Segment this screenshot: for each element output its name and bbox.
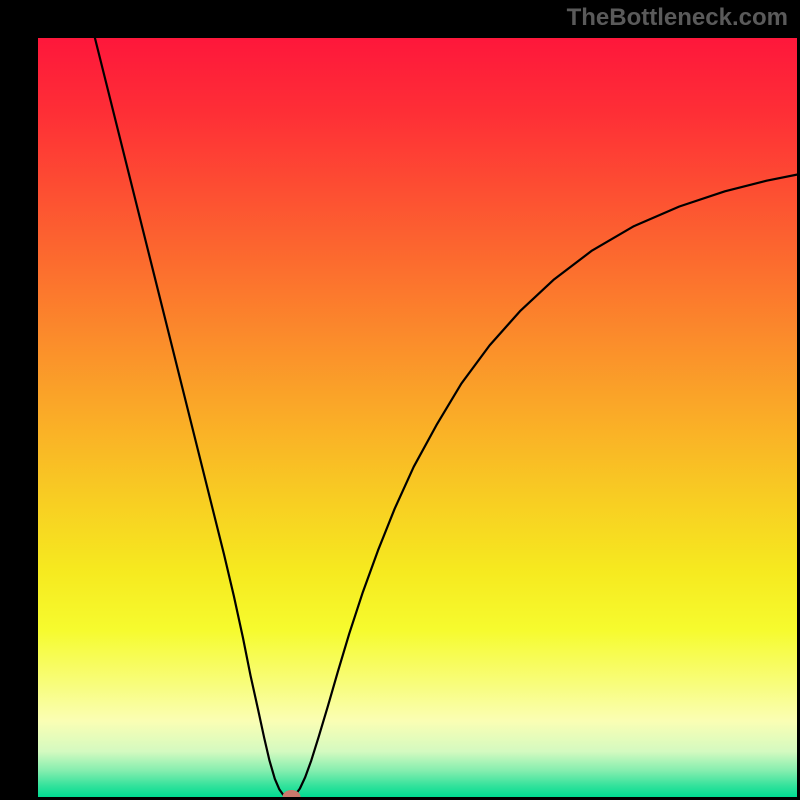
chart-svg <box>38 38 797 797</box>
watermark-text: TheBottleneck.com <box>567 4 788 32</box>
gradient-background <box>38 38 797 797</box>
plot-area <box>38 38 797 797</box>
chart-container: TheBottleneck.com <box>0 0 800 800</box>
